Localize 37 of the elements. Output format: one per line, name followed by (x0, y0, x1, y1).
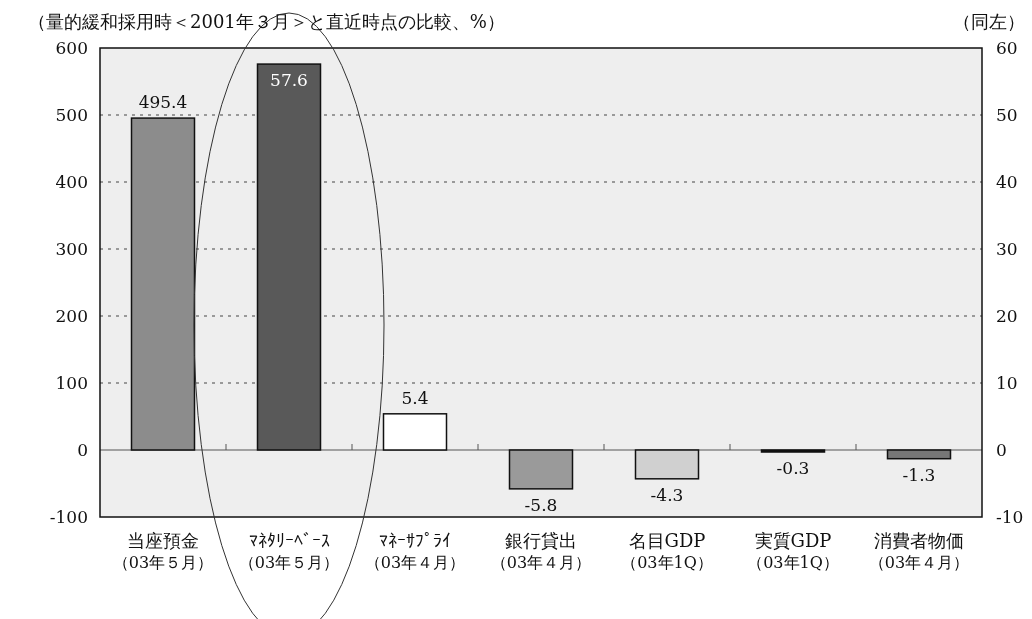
y-tick-label: -100 (49, 507, 88, 527)
y-tick-label: 0 (77, 440, 88, 460)
bar (760, 449, 826, 453)
y-tick-label: 400 (55, 172, 88, 192)
x-tick-label: 当座預金（03年５月） (112, 530, 214, 572)
y-tick-label: 300 (55, 239, 88, 259)
data-label: 5.4 (401, 387, 429, 408)
x-tick-label: 実質GDP（03年1Q） (747, 530, 839, 572)
chart-title: （量的緩和採用時＜2001年３月＞と直近時点の比較、%） (28, 11, 505, 32)
data-label: 57.6 (270, 70, 308, 91)
y-tick-label: 100 (55, 373, 88, 393)
y2-tick-label: 20 (996, 306, 1018, 326)
x-tick-label: 名目GDP（03年1Q） (621, 530, 713, 572)
y2-tick-label: 10 (996, 373, 1018, 393)
data-label: -4.3 (650, 484, 684, 505)
bar (886, 449, 952, 460)
bar (382, 413, 448, 451)
y2-tick-label: 30 (996, 239, 1018, 259)
y2-tick-label: -10 (996, 507, 1024, 527)
y2-tick-label: 60 (996, 38, 1018, 58)
y2-axis-title: （同左） (953, 11, 1025, 32)
y2-tick-label: 0 (996, 440, 1007, 460)
y-tick-label: 600 (55, 38, 88, 58)
x-tick-label: ﾏﾈﾀﾘｰﾍﾞｰｽ（03年５月） (238, 530, 340, 572)
y-tick-label: 500 (55, 105, 88, 125)
y-tick-label: 200 (55, 306, 88, 326)
data-label: 495.4 (138, 92, 188, 113)
bar (634, 449, 700, 480)
y2-tick-label: 50 (996, 105, 1018, 125)
data-label: -0.3 (776, 458, 810, 479)
x-tick-label: 銀行貸出（03年４月） (490, 530, 592, 572)
x-tick-label: 消費者物価（03年４月） (868, 530, 970, 572)
x-tick-label: ﾏﾈｰｻﾌﾟﾗｲ（03年４月） (364, 530, 466, 572)
y2-tick-label: 40 (996, 172, 1018, 192)
data-label: -5.8 (524, 494, 558, 515)
bar (508, 449, 574, 490)
data-label: -1.3 (902, 464, 936, 485)
